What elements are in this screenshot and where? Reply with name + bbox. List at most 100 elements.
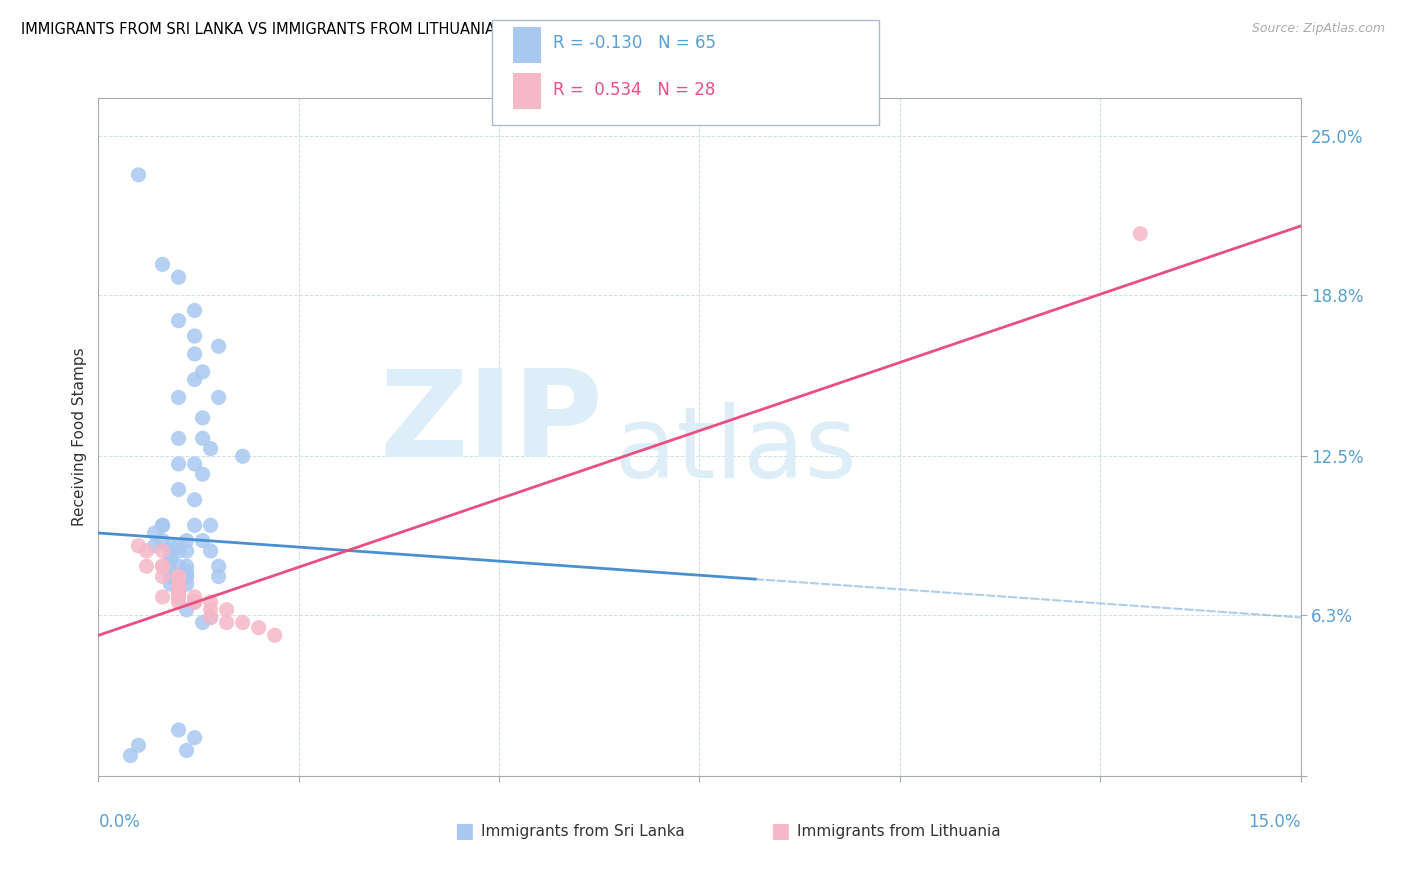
Point: [159, 565, 181, 579]
Point: [167, 544, 190, 558]
Text: R = -0.130   N = 65: R = -0.130 N = 65: [553, 35, 716, 53]
Text: 0.0%: 0.0%: [98, 814, 141, 831]
Point: [167, 577, 190, 591]
Point: [167, 585, 190, 599]
Point: [152, 518, 174, 533]
Point: [152, 257, 174, 271]
Text: Source: ZipAtlas.com: Source: ZipAtlas.com: [1251, 22, 1385, 36]
Point: [200, 610, 222, 624]
Point: [120, 748, 142, 763]
Point: [215, 615, 238, 630]
Point: [200, 544, 222, 558]
Text: IMMIGRANTS FROM SRI LANKA VS IMMIGRANTS FROM LITHUANIA RECEIVING FOOD STAMPS COR: IMMIGRANTS FROM SRI LANKA VS IMMIGRANTS …: [21, 22, 852, 37]
Point: [191, 533, 214, 548]
Point: [167, 585, 190, 599]
Point: [208, 559, 231, 574]
Point: [183, 329, 205, 343]
Point: [183, 492, 205, 507]
Point: [159, 539, 181, 553]
Point: [152, 569, 174, 583]
Point: [232, 450, 254, 464]
Point: [167, 431, 190, 445]
Point: [183, 372, 205, 386]
Point: [159, 551, 181, 566]
Point: [191, 410, 214, 425]
Point: [176, 569, 198, 583]
Point: [200, 442, 222, 456]
Point: [183, 595, 205, 609]
Point: [247, 621, 270, 635]
Point: [167, 585, 190, 599]
Point: [135, 559, 157, 574]
Text: R =  0.534   N = 28: R = 0.534 N = 28: [553, 80, 714, 99]
Point: [159, 544, 181, 558]
Point: [167, 483, 190, 497]
Point: [167, 539, 190, 553]
Point: [167, 569, 190, 583]
Point: [191, 365, 214, 379]
Point: [167, 270, 190, 285]
Point: [183, 595, 205, 609]
Point: [128, 168, 150, 182]
Point: [183, 731, 205, 745]
Point: [167, 391, 190, 405]
Text: ■: ■: [454, 822, 474, 841]
Point: [167, 559, 190, 574]
Point: [167, 590, 190, 604]
Text: ■: ■: [770, 822, 790, 841]
Point: [191, 615, 214, 630]
Point: [200, 603, 222, 617]
Point: [152, 590, 174, 604]
Point: [176, 577, 198, 591]
Point: [208, 569, 231, 583]
Point: [176, 603, 198, 617]
Point: [143, 539, 166, 553]
Point: [152, 533, 174, 548]
Point: [159, 569, 181, 583]
Point: [152, 544, 174, 558]
Point: [176, 559, 198, 574]
Point: [200, 518, 222, 533]
Point: [128, 539, 150, 553]
Point: [183, 595, 205, 609]
Point: [183, 590, 205, 604]
Point: [208, 339, 231, 353]
Point: [167, 590, 190, 604]
Text: ZIP: ZIP: [380, 365, 603, 482]
Point: [232, 615, 254, 630]
Point: [1129, 227, 1152, 241]
Point: [167, 577, 190, 591]
Point: [183, 303, 205, 318]
Point: [176, 533, 198, 548]
Point: [167, 723, 190, 737]
Point: [159, 569, 181, 583]
Point: [167, 569, 190, 583]
Point: [176, 569, 198, 583]
Point: [167, 595, 190, 609]
Text: Immigrants from Lithuania: Immigrants from Lithuania: [797, 824, 1001, 838]
Point: [200, 595, 222, 609]
Y-axis label: Receiving Food Stamps: Receiving Food Stamps: [72, 348, 87, 526]
Point: [128, 739, 150, 753]
Point: [200, 610, 222, 624]
Point: [167, 314, 190, 328]
Point: [183, 347, 205, 361]
Point: [176, 565, 198, 579]
Text: Immigrants from Sri Lanka: Immigrants from Sri Lanka: [481, 824, 685, 838]
Point: [215, 603, 238, 617]
Text: 15.0%: 15.0%: [1249, 814, 1301, 831]
Point: [176, 544, 198, 558]
Point: [191, 431, 214, 445]
Point: [191, 467, 214, 482]
Text: atlas: atlas: [616, 402, 858, 500]
Point: [152, 518, 174, 533]
Point: [263, 628, 285, 642]
Point: [143, 526, 166, 541]
Point: [183, 518, 205, 533]
Point: [167, 590, 190, 604]
Point: [167, 457, 190, 471]
Point: [183, 457, 205, 471]
Point: [152, 559, 174, 574]
Point: [208, 391, 231, 405]
Point: [135, 544, 157, 558]
